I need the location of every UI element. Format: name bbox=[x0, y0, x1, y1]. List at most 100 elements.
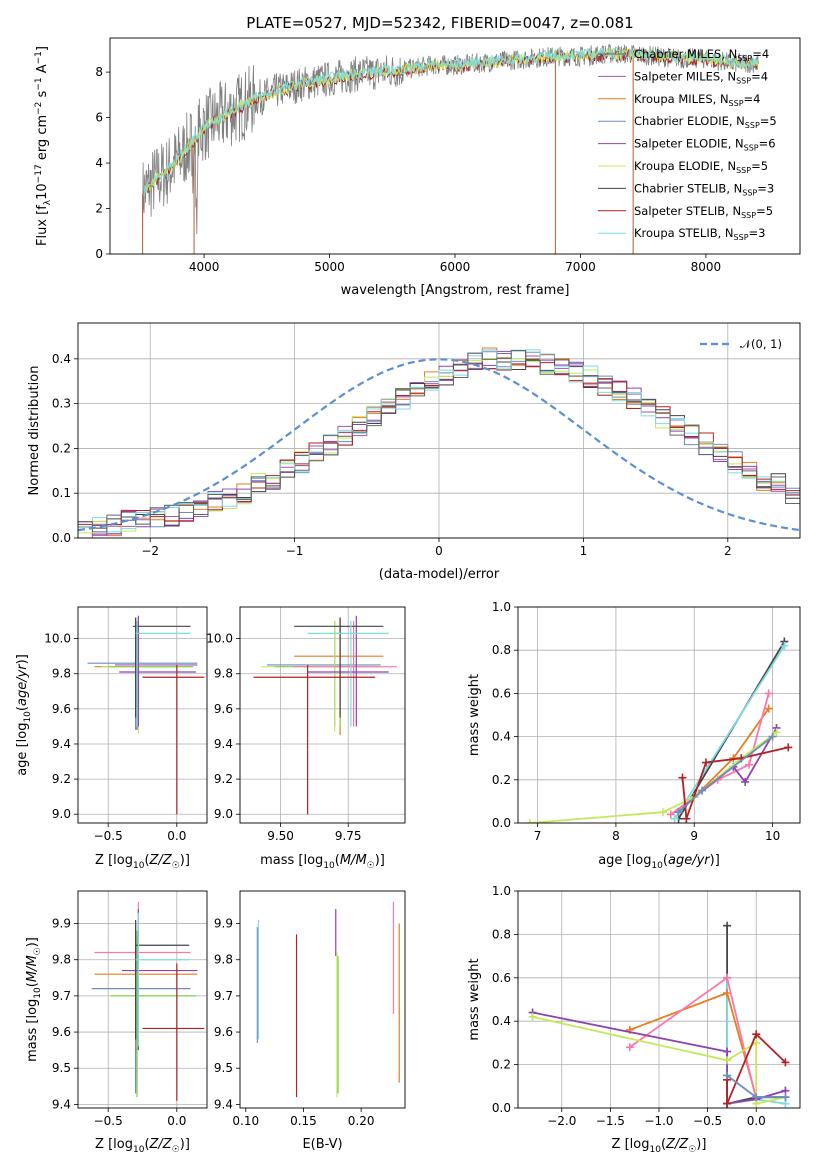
label-part: 10 bbox=[651, 861, 663, 871]
label-part: −1 bbox=[34, 77, 44, 90]
label-part: λ bbox=[43, 199, 53, 205]
label-part: M/M bbox=[340, 853, 367, 868]
y-tick-label: 0.8 bbox=[492, 927, 511, 941]
label-part: Z/Z bbox=[665, 1137, 689, 1152]
x-tick-label: 8000 bbox=[691, 260, 722, 274]
x-tick-label: −2 bbox=[141, 544, 159, 558]
x-tick-label: 9.75 bbox=[335, 829, 362, 843]
y-tick-label: 9.8 bbox=[214, 953, 233, 967]
y-tick-label: 0.8 bbox=[492, 643, 511, 657]
x-tick-label: −0.5 bbox=[693, 1114, 722, 1128]
plot-area bbox=[87, 615, 205, 815]
y-tick-label: 9.6 bbox=[214, 702, 233, 716]
label-part: 10 bbox=[23, 711, 33, 723]
y-tick-label: 9.6 bbox=[52, 702, 71, 716]
legend-suffix: =5 bbox=[760, 114, 777, 128]
x-tick-label: −0.5 bbox=[94, 829, 123, 843]
label-part: ( bbox=[144, 1137, 149, 1152]
label-part: Z/Z bbox=[149, 853, 173, 868]
mass-weight-line bbox=[726, 1032, 787, 1105]
legend-suffix: =3 bbox=[757, 181, 774, 195]
y-tick-label: 9.5 bbox=[214, 1061, 233, 1075]
x-axis-label: age [log10(age/yr)] bbox=[598, 853, 720, 871]
x-tick-label: 7000 bbox=[565, 260, 596, 274]
label-part: Z [log bbox=[612, 1137, 650, 1152]
data-point-marker bbox=[723, 1099, 732, 1108]
legend-sub: SSP bbox=[744, 144, 759, 153]
legend-sub: SSP bbox=[742, 188, 757, 197]
data-point-marker bbox=[670, 814, 679, 823]
data-point-marker bbox=[768, 732, 777, 741]
label-part: 10 bbox=[323, 861, 335, 871]
y-tick-label: 0.4 bbox=[492, 1014, 511, 1028]
label-part: ☉ bbox=[172, 861, 180, 871]
y-tick-label: 9.0 bbox=[214, 807, 233, 821]
label-part: mass [log bbox=[260, 853, 323, 868]
data-point-marker bbox=[752, 1093, 761, 1102]
label-part: 10 bbox=[133, 1145, 145, 1155]
x-tick-label: −1.0 bbox=[644, 1114, 673, 1128]
data-point-marker bbox=[723, 921, 732, 930]
label-part: 10 bbox=[649, 1145, 661, 1155]
y-tick-label: 9.6 bbox=[214, 1025, 233, 1039]
y-tick-label: 9.9 bbox=[214, 917, 233, 931]
label-part: −1 bbox=[34, 51, 44, 64]
data-point-marker bbox=[658, 808, 667, 817]
legend-sub: SSP bbox=[736, 166, 751, 175]
label-part: Z [log bbox=[95, 1137, 133, 1152]
label-part: erg cm bbox=[35, 115, 50, 164]
y-tick-label: 9.5 bbox=[52, 1061, 71, 1075]
x-tick-label: 0.0 bbox=[167, 829, 186, 843]
data-point-marker bbox=[723, 973, 732, 982]
y-tick-label: 0.0 bbox=[492, 1101, 511, 1115]
data-point-marker bbox=[752, 1030, 761, 1039]
label-part: ( bbox=[663, 853, 668, 868]
data-point-marker bbox=[741, 777, 750, 786]
label-part: )] bbox=[25, 937, 40, 947]
label-part: Z/Z bbox=[149, 1137, 173, 1152]
y-tick-label: 9.2 bbox=[52, 772, 71, 786]
label-part: ☉ bbox=[367, 861, 375, 871]
label-part: age/yr bbox=[668, 853, 711, 868]
y-tick-label: 9.4 bbox=[52, 1097, 71, 1111]
legend-sub: SSP bbox=[734, 233, 749, 242]
label-part: M/M bbox=[25, 955, 40, 982]
label-part: )] bbox=[180, 853, 190, 868]
axes-frame bbox=[239, 890, 406, 1109]
plot-area bbox=[91, 901, 205, 1101]
legend-label: 𝒩(0, 1) bbox=[740, 337, 782, 351]
axes-frame bbox=[77, 890, 208, 1109]
plot-area bbox=[256, 901, 400, 1098]
label-part: ] bbox=[35, 46, 50, 51]
data-point-marker bbox=[752, 1038, 761, 1047]
x-tick-label: −0.5 bbox=[94, 1114, 123, 1128]
data-point-marker bbox=[764, 689, 773, 698]
legend-label: Chabrier STELIB, NSSP=3 bbox=[634, 181, 774, 197]
label-part: ☉ bbox=[172, 1145, 180, 1155]
panel-mass_vs_Z: −0.5 0.09.49.59.69.79.89.9Z [log10(Z/Z☉)]… bbox=[25, 890, 208, 1155]
data-point-marker bbox=[764, 704, 773, 713]
data-point-marker bbox=[625, 1043, 634, 1052]
panel-age_vs_mass: 9.50 9.75 9.0 9.2 9.4 9.6 9.8 10.0 mass [log10(M… bbox=[206, 606, 406, 871]
data-point-marker bbox=[682, 814, 691, 823]
x-tick-label: 0.0 bbox=[167, 1114, 186, 1128]
axes-frame bbox=[77, 322, 801, 539]
axes-frame bbox=[517, 606, 801, 824]
x-axis-label: Z [log10(Z/Z☉)] bbox=[612, 1137, 707, 1155]
legend-suffix: =3 bbox=[749, 226, 766, 240]
y-tick-label: 9.4 bbox=[214, 1097, 233, 1111]
x-tick-label: 0 bbox=[435, 544, 443, 558]
y-tick-label: 0.0 bbox=[52, 531, 71, 545]
legend-suffix: =4 bbox=[752, 47, 769, 61]
x-tick-label: 1 bbox=[580, 544, 588, 558]
legend-text: Chabrier STELIB, N bbox=[634, 181, 742, 195]
y-tick-label: 9.4 bbox=[214, 737, 233, 751]
x-tick-label: 9 bbox=[690, 829, 698, 843]
y-tick-label: 9.8 bbox=[52, 953, 71, 967]
label-part: 10 bbox=[35, 183, 50, 200]
label-part: s bbox=[35, 90, 50, 101]
x-tick-label: 5000 bbox=[314, 260, 345, 274]
legend-label: Kroupa STELIB, NSSP=3 bbox=[634, 226, 765, 242]
panel-mass_weight_vs_Z: −2.0 −1.5 −1.0 −0.5 0.0 0.0 0.2 0.4 0.6 0.8 1.0 Z [… bbox=[467, 884, 801, 1155]
